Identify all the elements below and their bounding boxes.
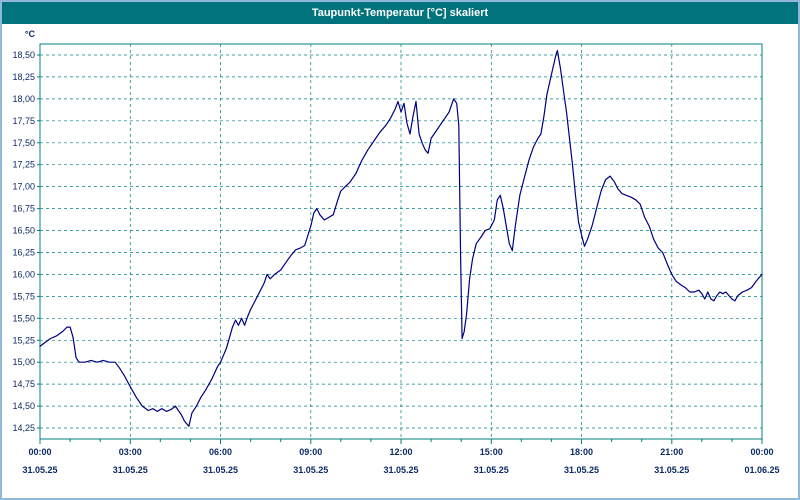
x-tick-time-label: 03:00 — [119, 447, 142, 457]
y-tick-label: 17,25 — [12, 160, 35, 170]
x-tick-date-label: 31.05.25 — [383, 465, 418, 475]
x-tick-date-label: 31.05.25 — [293, 465, 328, 475]
chart: 18,50 18,25 18,00 17,75 17,50 17,25 17,00 16,75… — [2, 24, 798, 498]
y-axis-unit-label: °C — [25, 29, 36, 39]
y-tick-label: 15,00 — [12, 357, 35, 367]
y-tick-label: 14,25 — [12, 423, 35, 433]
x-tick-date-label: 31.05.25 — [654, 465, 689, 475]
x-tick-date-label: 31.05.25 — [474, 465, 509, 475]
x-tick-date-label: 31.05.25 — [22, 465, 57, 475]
title-bar: Taupunkt-Temperatur [°C] skaliert — [2, 2, 798, 24]
y-tick-label: 15,75 — [12, 291, 35, 301]
x-tick-time-label: 12:00 — [389, 447, 412, 457]
x-tick-time-label: 21:00 — [660, 447, 683, 457]
x-tick-time-label: 00:00 — [750, 447, 773, 457]
x-tick-date-label: 31.05.25 — [203, 465, 238, 475]
y-tick-label: 14,75 — [12, 379, 35, 389]
x-tick-date-label: 31.05.25 — [113, 465, 148, 475]
y-tick-label: 15,25 — [12, 335, 35, 345]
plot-background — [40, 44, 762, 439]
y-tick-label: 18,00 — [12, 94, 35, 104]
x-tick-time-label: 00:00 — [28, 447, 51, 457]
x-tick-date-label: 31.05.25 — [564, 465, 599, 475]
x-tick-date-label: 01.06.25 — [744, 465, 779, 475]
temperature-line — [39, 50, 763, 427]
x-tick-time-label: 09:00 — [299, 447, 322, 457]
window-title: Taupunkt-Temperatur [°C] skaliert — [311, 7, 489, 19]
y-tick-label: 17,00 — [12, 182, 35, 192]
y-tick-label: 16,25 — [12, 248, 35, 258]
x-tick-time-label: 18:00 — [570, 447, 593, 457]
y-tick-label: 17,75 — [12, 116, 35, 126]
y-tick-label: 16,75 — [12, 204, 35, 214]
line-chart-svg: 18,50 18,25 18,00 17,75 17,50 17,25 17,00 16,75… — [12, 29, 779, 475]
y-tick-label: 16,50 — [12, 226, 35, 236]
y-tick-label: 14,50 — [12, 401, 35, 411]
x-tick-time-label: 06:00 — [209, 447, 232, 457]
y-tick-label: 16,00 — [12, 269, 35, 279]
y-tick-label: 18,25 — [12, 72, 35, 82]
y-tick-label: 15,50 — [12, 313, 35, 323]
y-tick-label: 17,50 — [12, 138, 35, 148]
x-tick-time-label: 15:00 — [480, 447, 503, 457]
y-tick-label: 18,50 — [12, 50, 35, 60]
